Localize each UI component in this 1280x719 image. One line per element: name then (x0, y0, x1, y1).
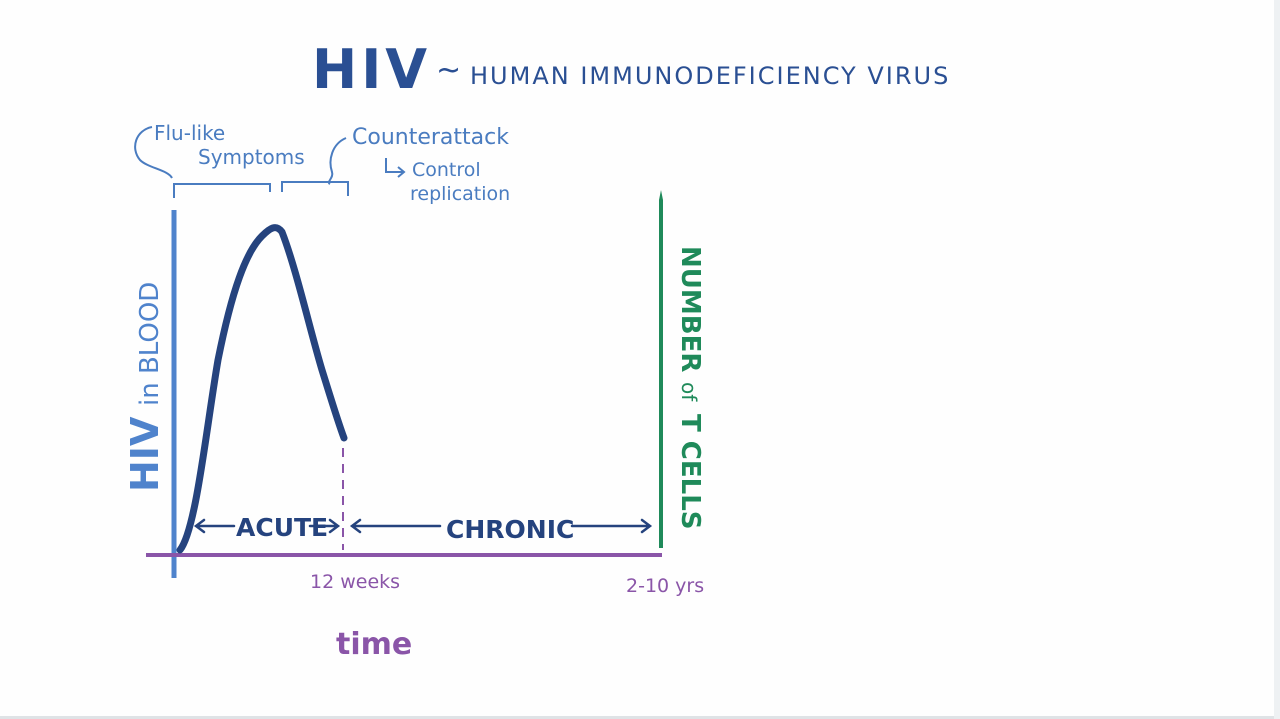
acute-arrow (193, 518, 341, 534)
bracket-counterattack (281, 181, 349, 196)
annotation-control: Control (412, 159, 481, 181)
bracket-flu-like (173, 183, 271, 198)
annotation-replication: replication (410, 183, 510, 205)
tick-12-weeks: 12 weeks (310, 571, 400, 593)
bottom-border (0, 716, 1280, 719)
right-axis-label-t-cells: T CELLS (675, 414, 705, 530)
right-axis-label-number: NUMBER (675, 246, 705, 372)
right-y-axis (659, 190, 663, 548)
annotation-counterattack: Counterattack (352, 125, 509, 150)
chronic-arrow (349, 518, 653, 534)
left-axis-label-in-blood: in BLOOD (135, 282, 165, 406)
right-border (1274, 0, 1280, 719)
annotation-flu-like: Flu-like (154, 121, 225, 145)
left-axis-label-hiv: HIV (123, 416, 167, 492)
title-full-name: HUMAN IMMUNODEFICIENCY VIRUS (470, 62, 950, 90)
counterattack-curly-connector (327, 137, 347, 185)
x-axis-label-time: time (336, 627, 412, 662)
tick-2-10-yrs: 2-10 yrs (626, 575, 704, 597)
hiv-viral-load-curve (176, 224, 348, 554)
title-acronym: HIV (312, 38, 431, 101)
left-y-axis-label: HIV in BLOOD (123, 282, 167, 492)
annotation-symptoms: Symptoms (198, 145, 305, 169)
title-tilde: ~ (436, 53, 461, 88)
right-axis-label-of: of (677, 382, 701, 402)
phase-chronic-label: CHRONIC (446, 515, 574, 544)
phase-acute-label: ACUTE (236, 513, 328, 542)
flu-curly-connector (134, 126, 173, 179)
hook-arrow-icon (385, 158, 406, 178)
right-y-axis-label: NUMBER of T CELLS (675, 246, 705, 530)
